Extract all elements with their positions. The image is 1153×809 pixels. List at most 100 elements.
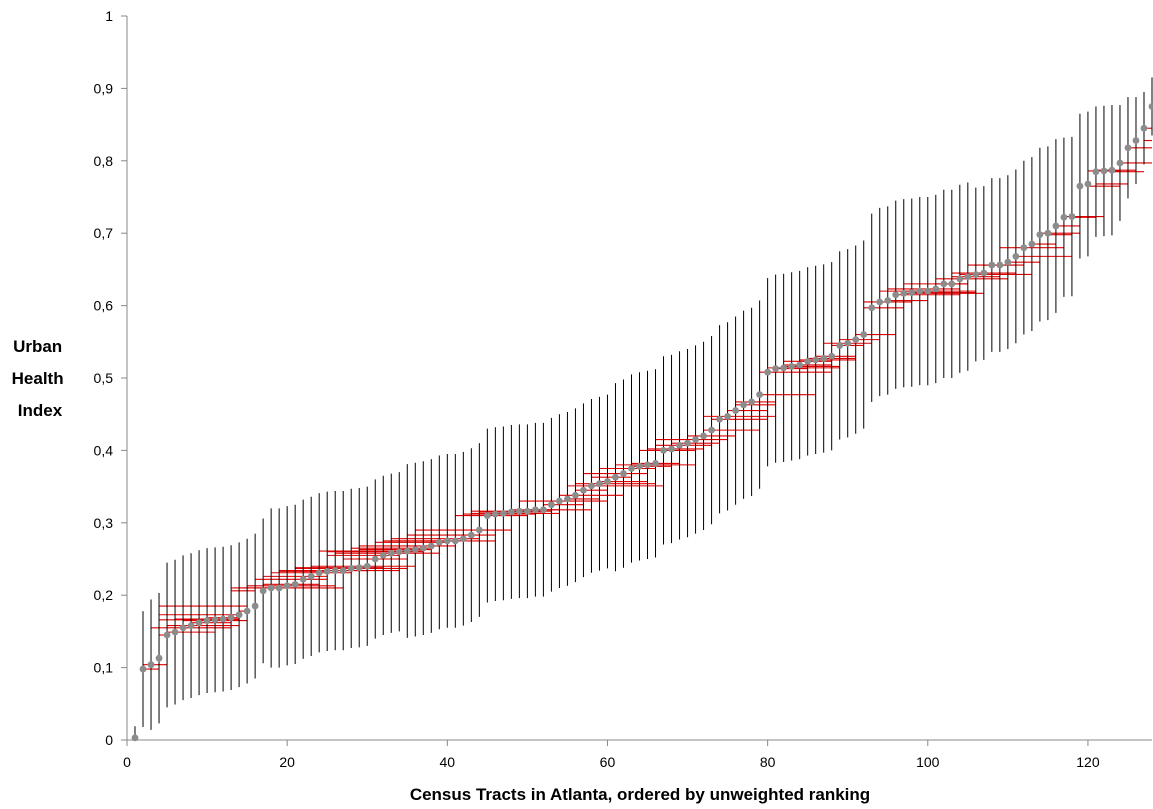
data-point xyxy=(1028,240,1036,248)
data-point xyxy=(804,357,812,365)
data-point xyxy=(1076,182,1084,190)
data-point xyxy=(756,391,764,399)
data-point xyxy=(147,661,155,669)
data-point xyxy=(355,564,363,572)
data-point xyxy=(588,482,595,490)
data-point xyxy=(604,478,611,485)
x-tick-label: 80 xyxy=(760,754,776,770)
data-point xyxy=(724,412,731,420)
data-point xyxy=(684,439,691,447)
data-point xyxy=(1060,213,1068,221)
data-point xyxy=(884,297,892,304)
x-axis-title: Census Tracts in Atlanta, ordered by unw… xyxy=(410,785,870,804)
data-point xyxy=(187,622,195,630)
data-point xyxy=(1092,168,1100,176)
data-point xyxy=(163,631,171,639)
data-point xyxy=(387,549,395,557)
data-point xyxy=(964,273,972,281)
x-axis-tick-marks xyxy=(126,740,1089,746)
data-point xyxy=(860,331,868,338)
data-point xyxy=(515,507,523,515)
data-point xyxy=(331,567,339,574)
vertical-error-bars xyxy=(134,77,1153,740)
data-point xyxy=(596,480,603,488)
data-point xyxy=(580,486,587,494)
data-point xyxy=(828,352,836,360)
data-point xyxy=(988,261,996,269)
data-points xyxy=(131,103,1153,742)
y-axis-title-line-2: Health xyxy=(12,369,64,388)
data-point xyxy=(307,572,315,580)
data-point xyxy=(748,398,756,406)
data-point xyxy=(499,509,507,517)
data-point xyxy=(812,356,820,364)
data-point xyxy=(1108,166,1116,174)
data-point xyxy=(740,401,748,409)
y-tick-label: 0,3 xyxy=(94,515,114,531)
y-axis-title: Urban Health Index xyxy=(12,337,69,420)
data-point xyxy=(644,461,651,469)
data-point xyxy=(708,426,715,434)
data-point xyxy=(435,538,443,546)
data-point xyxy=(195,619,203,627)
x-axis-tick-labels: 0 20 40 60 80 100 120 xyxy=(123,754,1100,770)
x-tick-label: 120 xyxy=(1076,754,1100,770)
y-tick-label: 0,4 xyxy=(94,442,114,458)
data-point xyxy=(483,512,491,519)
data-point xyxy=(395,548,403,556)
data-point xyxy=(1116,159,1124,167)
x-tick-label: 40 xyxy=(440,754,456,770)
data-point xyxy=(908,289,916,296)
data-point xyxy=(155,654,163,662)
x-tick-label: 20 xyxy=(279,754,295,770)
data-point xyxy=(371,555,379,563)
data-point xyxy=(620,470,627,477)
data-point xyxy=(548,501,555,509)
data-point xyxy=(972,271,980,278)
data-point xyxy=(980,269,988,277)
data-point xyxy=(732,407,739,414)
data-point xyxy=(251,602,259,610)
data-point xyxy=(1020,244,1028,252)
data-point xyxy=(628,465,635,472)
data-point xyxy=(924,287,932,295)
data-point xyxy=(668,445,675,453)
data-point xyxy=(451,537,459,545)
data-point xyxy=(676,441,683,449)
data-point xyxy=(171,628,179,636)
data-point xyxy=(467,531,475,539)
data-point xyxy=(692,436,699,443)
data-point xyxy=(1124,144,1132,152)
y-tick-label: 0,7 xyxy=(94,225,114,241)
data-point xyxy=(363,562,371,570)
data-point xyxy=(852,336,860,344)
data-point xyxy=(820,355,828,362)
data-point xyxy=(291,580,299,588)
y-tick-label: 0,2 xyxy=(94,587,114,603)
data-point xyxy=(540,506,547,514)
data-point xyxy=(660,447,667,454)
data-point xyxy=(796,361,804,369)
data-point xyxy=(780,364,788,372)
data-point xyxy=(564,495,571,503)
data-point xyxy=(259,587,267,595)
data-point xyxy=(347,565,355,572)
x-tick-label: 60 xyxy=(600,754,616,770)
data-point xyxy=(1044,229,1052,237)
data-point xyxy=(323,567,331,575)
data-point xyxy=(235,611,243,619)
data-point xyxy=(556,497,563,505)
data-point xyxy=(411,546,419,553)
data-point xyxy=(275,584,283,592)
data-point xyxy=(243,607,251,615)
data-point xyxy=(139,665,147,673)
data-point xyxy=(1004,258,1012,266)
y-tick-label: 0,6 xyxy=(94,298,114,314)
data-point xyxy=(868,304,876,312)
data-point xyxy=(948,280,956,288)
data-point xyxy=(427,542,435,550)
data-point xyxy=(892,291,900,299)
data-point xyxy=(716,415,723,423)
data-point xyxy=(788,363,796,370)
data-point xyxy=(1012,252,1020,260)
